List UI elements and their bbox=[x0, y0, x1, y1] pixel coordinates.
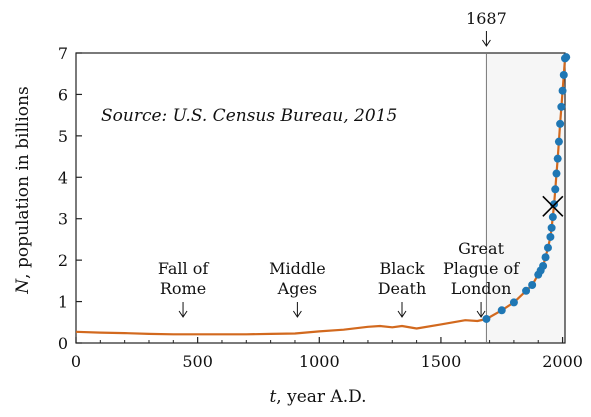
shaded-region bbox=[486, 53, 565, 343]
y-tick-label: 5 bbox=[58, 127, 68, 146]
population-point bbox=[553, 154, 562, 163]
y-axis-title: N, population in billions bbox=[13, 86, 33, 294]
population-point bbox=[522, 286, 531, 295]
x-tick-label: 0 bbox=[71, 352, 81, 371]
y-tick-label: 7 bbox=[58, 44, 68, 63]
x-tick-label: 2000 bbox=[542, 352, 583, 371]
y-tick-label: 3 bbox=[58, 210, 68, 229]
x-tick-label: 1500 bbox=[421, 352, 462, 371]
x-tick-label: 500 bbox=[182, 352, 213, 371]
population-point bbox=[543, 243, 552, 252]
x-tick-label: 1000 bbox=[299, 352, 340, 371]
annotation-fall-of-rome-line: Fall of bbox=[158, 259, 210, 278]
annotation-great-plague-line: Great bbox=[458, 239, 504, 258]
annotation-black-death-arrow-head bbox=[397, 310, 407, 318]
cross-marker-b bbox=[542, 195, 564, 217]
annotation-fall-of-rome-arrow-head bbox=[178, 310, 188, 318]
annotation-great-plague-line: Plague of bbox=[443, 259, 520, 278]
population-point bbox=[509, 298, 518, 307]
population-point bbox=[558, 86, 567, 95]
population-point bbox=[497, 306, 506, 315]
population-point bbox=[528, 281, 537, 289]
population-point bbox=[556, 119, 565, 128]
y-tick-label: 4 bbox=[58, 168, 68, 187]
y-tick-label: 1 bbox=[58, 293, 68, 312]
population-point bbox=[548, 213, 557, 222]
population-point bbox=[552, 169, 561, 178]
x-axis-title: t, year A.D. bbox=[269, 387, 366, 407]
annotation-black-death-line: Black bbox=[379, 259, 424, 278]
population-point bbox=[547, 223, 556, 232]
y-tick-label: 6 bbox=[58, 85, 68, 104]
annotation-great-plague-arrow-head bbox=[476, 310, 486, 318]
annotation-middle-ages-arrow-head bbox=[292, 310, 302, 318]
source-note: Source: U.S. Census Bureau, 2015 bbox=[101, 106, 397, 126]
population-point bbox=[541, 253, 550, 262]
y-tick-label: 2 bbox=[58, 251, 68, 270]
population-point bbox=[546, 232, 555, 241]
population-point bbox=[554, 137, 563, 146]
population-point bbox=[539, 261, 548, 270]
population-point bbox=[551, 185, 560, 194]
plot-frame bbox=[75, 52, 566, 344]
vertical-line-label: 1687 bbox=[466, 9, 507, 28]
annotation-middle-ages-line: Middle bbox=[269, 259, 326, 278]
population-point bbox=[557, 102, 566, 111]
annotation-black-death-line: Death bbox=[378, 279, 427, 298]
vertical-line-arrow-head bbox=[482, 39, 491, 47]
population-point bbox=[562, 53, 571, 62]
y-tick-label: 0 bbox=[58, 334, 68, 353]
population-point bbox=[559, 70, 568, 79]
annotation-middle-ages-line: Ages bbox=[277, 279, 317, 298]
population-point bbox=[482, 314, 491, 323]
annotation-great-plague-line: London bbox=[451, 279, 512, 298]
annotation-fall-of-rome-line: Rome bbox=[160, 279, 206, 298]
